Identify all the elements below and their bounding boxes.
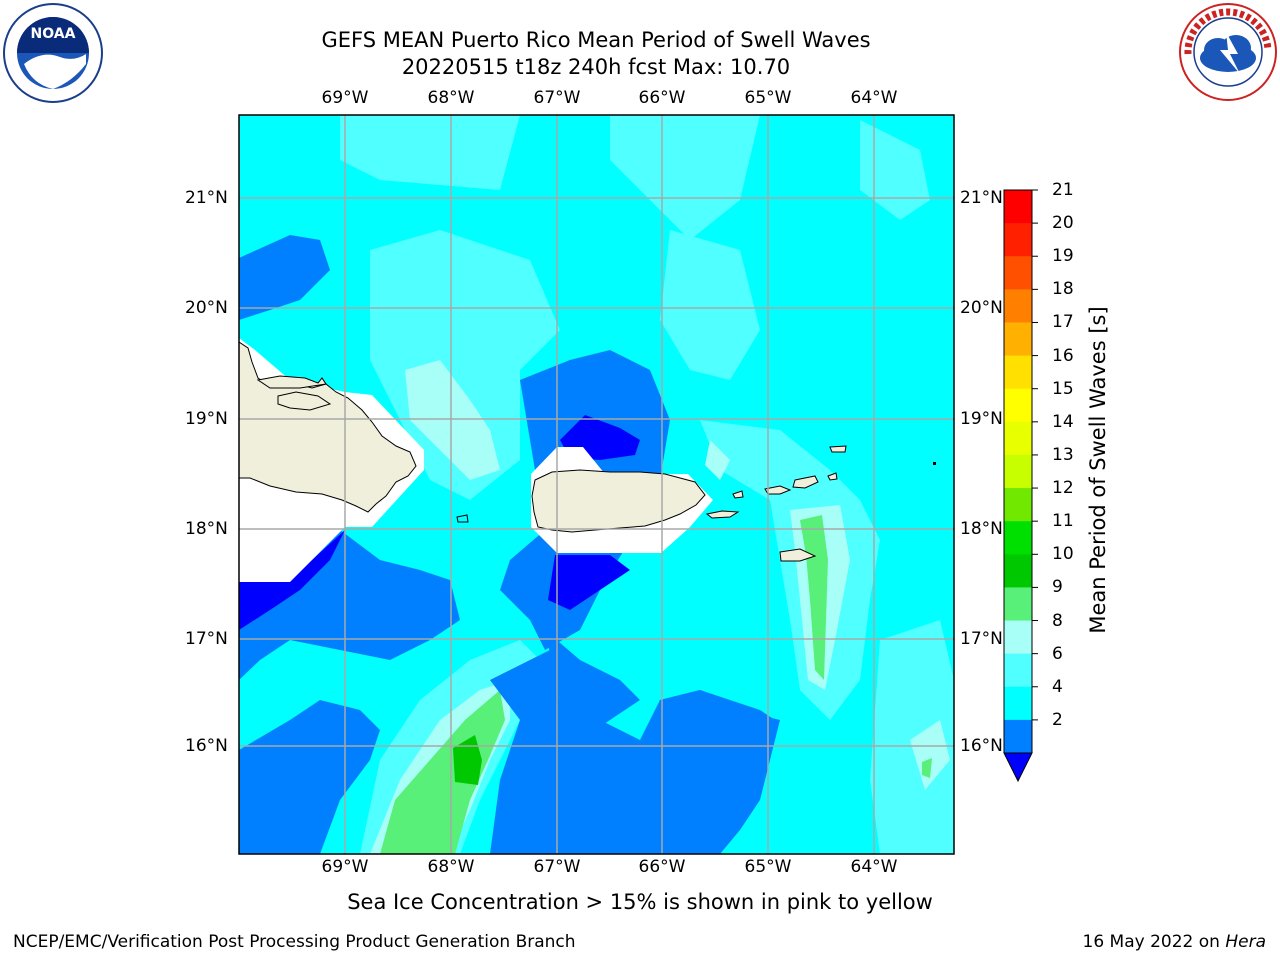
colorbar-tick-label: 14 [1052, 411, 1074, 432]
lat-label-left-20n: 20°N [185, 298, 228, 318]
colorbar-tick-label: 12 [1052, 478, 1074, 499]
lat-label-left-16n: 16°N [185, 736, 228, 756]
noaa-logo: NOAA [3, 3, 103, 103]
sea-ice-caption: Sea Ice Concentration > 15% is shown in … [347, 890, 933, 914]
colorbar-tick-label: 19 [1052, 246, 1074, 267]
colorbar-swatch [1004, 488, 1032, 522]
chart-title-line1: GEFS MEAN Puerto Rico Mean Period of Swe… [321, 28, 871, 52]
colorbar-swatch [1004, 719, 1032, 754]
colorbar-tick-label: 20 [1052, 213, 1074, 234]
lon-label-bottom-64w: 64°W [850, 857, 898, 877]
colorbar-tick-label: 8 [1052, 610, 1063, 631]
lon-label-bottom-67w: 67°W [533, 857, 581, 877]
colorbar-swatch [1004, 686, 1032, 721]
colorbar-frame [1003, 189, 1033, 753]
colorbar-swatch [1004, 355, 1032, 390]
colorbar-swatch [1004, 421, 1032, 456]
colorbar-tick-label: 17 [1052, 312, 1074, 333]
colorbar-tick-label: 2 [1052, 709, 1063, 730]
colorbar-tick-label: 15 [1052, 378, 1074, 399]
lat-label-right-16n: 16°N [960, 736, 1003, 756]
chart-title-line2: 20220515 t18z 240h fcst Max: 10.70 [401, 55, 791, 79]
lat-label-right-21n: 21°N [960, 188, 1003, 208]
colorbar-swatch [1004, 521, 1032, 555]
colorbar-swatch [1004, 289, 1032, 323]
lon-label-top-68w: 68°W [427, 88, 475, 108]
colorbar-tick-label: 4 [1052, 676, 1063, 697]
lon-label-top-66w: 66°W [638, 88, 686, 108]
colorbar-extend-triangle [1003, 752, 1033, 783]
colorbar [1003, 189, 1038, 783]
footer-branch: NCEP/EMC/Verification Post Processing Pr… [13, 932, 576, 952]
swell-period-field [239, 115, 954, 854]
colorbar-swatch [1004, 653, 1032, 688]
lon-label-top-65w: 65°W [744, 88, 792, 108]
footer-date-text: 16 May 2022 on [1082, 932, 1226, 952]
colorbar-swatch [1004, 388, 1032, 423]
colorbar-tick-label: 21 [1052, 180, 1074, 200]
colorbar-swatch [1004, 256, 1032, 290]
lon-label-bottom-69w: 69°W [321, 857, 369, 877]
lat-label-right-18n: 18°N [960, 519, 1003, 539]
colorbar-swatch [1004, 620, 1032, 655]
nws-logo [1179, 3, 1277, 101]
lat-label-left-21n: 21°N [185, 188, 228, 208]
lon-label-top-69w: 69°W [321, 88, 369, 108]
lat-label-right-19n: 19°N [960, 409, 1003, 429]
lon-label-bottom-66w: 66°W [638, 857, 686, 877]
colorbar-tick-label: 9 [1052, 577, 1063, 598]
colorbar-tick-label: 16 [1052, 345, 1074, 366]
colorbar-swatch [1004, 190, 1032, 224]
lon-label-top-67w: 67°W [533, 88, 581, 108]
lat-label-left-17n: 17°N [185, 629, 228, 649]
colorbar-swatch [1004, 587, 1032, 622]
footer-date: 16 May 2022 on Hera [1083, 932, 1267, 952]
footer-host: Hera [1225, 932, 1266, 952]
colorbar-swatch [1004, 223, 1032, 257]
colorbar-tick-label: 18 [1052, 279, 1074, 300]
lat-label-right-17n: 17°N [960, 629, 1003, 649]
lon-label-top-64w: 64°W [850, 88, 898, 108]
colorbar-swatch [1004, 554, 1032, 588]
map-frame [238, 114, 955, 855]
lat-label-left-18n: 18°N [185, 519, 228, 539]
lon-label-bottom-68w: 68°W [427, 857, 475, 877]
map-gridlines [239, 115, 954, 854]
colorbar-tick-label: 13 [1052, 444, 1074, 465]
lon-label-bottom-65w: 65°W [744, 857, 792, 877]
colorbar-tick-label: 11 [1052, 511, 1074, 532]
colorbar-swatch [1004, 322, 1032, 357]
noaa-logo-text: NOAA [31, 26, 76, 42]
colorbar-tick-label: 6 [1052, 643, 1063, 664]
colorbar-swatch [1004, 454, 1032, 489]
colorbar-label: Mean Period of Swell Waves [s] [1086, 306, 1110, 634]
colorbar-tick-label: 10 [1052, 544, 1074, 565]
lat-label-right-20n: 20°N [960, 298, 1003, 318]
lat-label-left-19n: 19°N [185, 409, 228, 429]
